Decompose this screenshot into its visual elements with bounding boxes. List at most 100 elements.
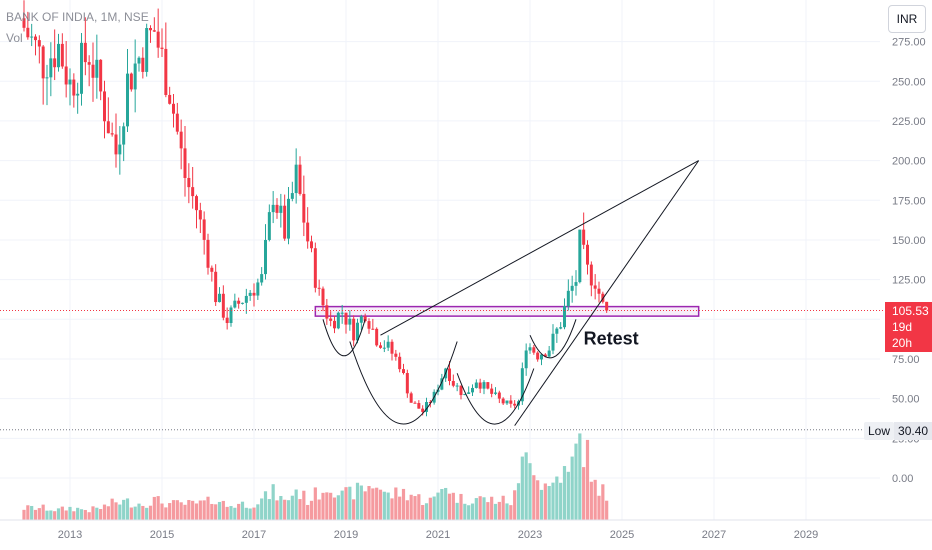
candle-body[interactable] bbox=[30, 36, 34, 38]
candle-body[interactable] bbox=[306, 222, 310, 242]
candle-body[interactable] bbox=[497, 392, 501, 399]
candle-body[interactable] bbox=[547, 350, 551, 357]
candle-body[interactable] bbox=[532, 347, 536, 353]
candle-body[interactable] bbox=[80, 42, 83, 94]
candle-body[interactable] bbox=[509, 400, 513, 404]
candle-body[interactable] bbox=[290, 193, 294, 199]
currency-button[interactable]: INR bbox=[888, 5, 926, 33]
candle-body[interactable] bbox=[405, 373, 409, 394]
candle-body[interactable] bbox=[317, 287, 321, 289]
candle-body[interactable] bbox=[175, 113, 179, 132]
candle-body[interactable] bbox=[467, 392, 471, 394]
candle-body[interactable] bbox=[582, 229, 586, 245]
candle-body[interactable] bbox=[459, 385, 463, 396]
candle-body[interactable] bbox=[563, 306, 566, 328]
candle-body[interactable] bbox=[60, 43, 64, 67]
trendline-upper[interactable] bbox=[380, 160, 699, 336]
candle-body[interactable] bbox=[64, 66, 68, 85]
candle-body[interactable] bbox=[126, 73, 129, 127]
candle-body[interactable] bbox=[110, 133, 114, 135]
candle-body[interactable] bbox=[195, 196, 198, 211]
candle-body[interactable] bbox=[87, 62, 91, 65]
candle-body[interactable] bbox=[448, 368, 451, 381]
candle-body[interactable] bbox=[321, 288, 325, 306]
candle-body[interactable] bbox=[325, 305, 329, 319]
candle-body[interactable] bbox=[379, 345, 382, 348]
candle-body[interactable] bbox=[482, 382, 486, 389]
candle-body[interactable] bbox=[26, 27, 30, 38]
candle-body[interactable] bbox=[210, 267, 214, 272]
candle-body[interactable] bbox=[91, 64, 95, 78]
candle-body[interactable] bbox=[206, 239, 210, 268]
candle-body[interactable] bbox=[501, 398, 505, 404]
candle-body[interactable] bbox=[34, 36, 37, 41]
candle-body[interactable] bbox=[114, 134, 118, 155]
volume-label[interactable]: Vol bbox=[6, 31, 23, 45]
candle-body[interactable] bbox=[540, 354, 543, 360]
candle-body[interactable] bbox=[329, 318, 333, 321]
candle-body[interactable] bbox=[474, 382, 478, 388]
candle-body[interactable] bbox=[425, 402, 428, 412]
candle-body[interactable] bbox=[593, 285, 597, 289]
candle-body[interactable] bbox=[37, 40, 41, 47]
candle-body[interactable] bbox=[179, 131, 183, 149]
candle-body[interactable] bbox=[478, 382, 482, 389]
candle-body[interactable] bbox=[589, 264, 593, 286]
candle-body[interactable] bbox=[440, 378, 444, 390]
candle-body[interactable] bbox=[264, 239, 267, 275]
candle-body[interactable] bbox=[248, 292, 252, 296]
candle-body[interactable] bbox=[187, 177, 191, 188]
candle-body[interactable] bbox=[156, 31, 160, 48]
candle-body[interactable] bbox=[555, 328, 559, 334]
candle-body[interactable] bbox=[390, 341, 394, 354]
candle-body[interactable] bbox=[367, 321, 371, 329]
candle-body[interactable] bbox=[76, 93, 80, 96]
candle-body[interactable] bbox=[409, 393, 413, 403]
candle-body[interactable] bbox=[421, 408, 425, 412]
candle-body[interactable] bbox=[551, 333, 555, 351]
candle-body[interactable] bbox=[513, 403, 517, 406]
candle-body[interactable] bbox=[524, 350, 528, 369]
candle-body[interactable] bbox=[168, 94, 172, 104]
candle-body[interactable] bbox=[310, 241, 313, 249]
candle-body[interactable] bbox=[543, 354, 547, 357]
candle-body[interactable] bbox=[41, 46, 45, 79]
candle-body[interactable] bbox=[336, 312, 340, 329]
candle-body[interactable] bbox=[241, 302, 244, 304]
candle-body[interactable] bbox=[57, 43, 60, 68]
candle-body[interactable] bbox=[271, 204, 275, 213]
candle-body[interactable] bbox=[359, 316, 363, 323]
candlesticks[interactable] bbox=[22, 0, 609, 417]
candle-body[interactable] bbox=[214, 271, 218, 303]
candle-body[interactable] bbox=[137, 57, 141, 64]
candle-body[interactable] bbox=[244, 295, 248, 303]
candle-body[interactable] bbox=[586, 244, 589, 265]
candle-body[interactable] bbox=[283, 205, 287, 239]
resistance-zone[interactable] bbox=[314, 305, 700, 317]
candle-body[interactable] bbox=[287, 198, 290, 239]
candle-body[interactable] bbox=[53, 58, 57, 68]
candle-body[interactable] bbox=[394, 353, 398, 357]
candle-body[interactable] bbox=[451, 380, 455, 386]
cup-arc[interactable] bbox=[322, 319, 366, 356]
candle-body[interactable] bbox=[68, 79, 72, 85]
candle-body[interactable] bbox=[218, 293, 221, 303]
candle-body[interactable] bbox=[49, 58, 53, 78]
candle-body[interactable] bbox=[129, 73, 133, 90]
candle-body[interactable] bbox=[72, 79, 76, 96]
candle-body[interactable] bbox=[559, 327, 563, 329]
candle-body[interactable] bbox=[279, 205, 283, 213]
candle-body[interactable] bbox=[198, 210, 202, 220]
candle-body[interactable] bbox=[145, 28, 149, 72]
candle-body[interactable] bbox=[233, 300, 237, 308]
candle-body[interactable] bbox=[570, 285, 574, 291]
candle-body[interactable] bbox=[597, 288, 601, 294]
candle-body[interactable] bbox=[252, 292, 256, 296]
candle-body[interactable] bbox=[356, 322, 359, 341]
candle-body[interactable] bbox=[183, 148, 187, 178]
candle-body[interactable] bbox=[22, 18, 26, 28]
candle-body[interactable] bbox=[298, 164, 302, 194]
candle-body[interactable] bbox=[471, 387, 474, 393]
candle-body[interactable] bbox=[237, 300, 241, 304]
candle-body[interactable] bbox=[505, 400, 509, 404]
